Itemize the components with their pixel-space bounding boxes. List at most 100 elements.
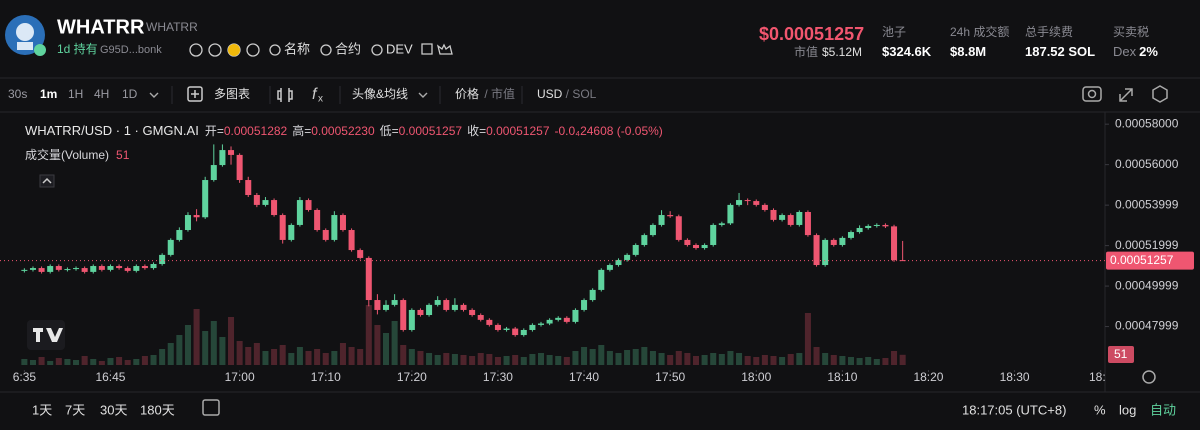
volume-bar bbox=[753, 357, 760, 365]
volume-bar bbox=[503, 356, 510, 365]
range-button[interactable]: 180天 bbox=[140, 402, 175, 417]
volume-bar bbox=[460, 355, 467, 365]
interval-button[interactable]: 4H bbox=[94, 87, 109, 101]
volume-bar bbox=[624, 350, 631, 365]
volume-bar bbox=[589, 349, 596, 365]
plot-area bbox=[21, 144, 906, 365]
candle-body bbox=[107, 266, 114, 270]
volume-bar bbox=[667, 355, 674, 365]
candle-body bbox=[47, 266, 54, 272]
candle-body bbox=[322, 230, 329, 240]
volume-bar bbox=[228, 317, 235, 365]
candle-body bbox=[641, 235, 648, 245]
header-link[interactable]: 名称 bbox=[284, 41, 310, 56]
range-button[interactable]: 1天 bbox=[32, 402, 52, 417]
candle-body bbox=[176, 230, 183, 240]
x-tick-label: 17:20 bbox=[397, 370, 427, 384]
candle-body bbox=[649, 224, 656, 236]
candle-body bbox=[675, 216, 682, 240]
volume-bar bbox=[710, 353, 717, 365]
currency-alt: / SOL bbox=[562, 87, 596, 101]
candle-body bbox=[73, 268, 80, 270]
log-toggle[interactable]: log bbox=[1119, 402, 1136, 417]
chart-settings-icon[interactable] bbox=[1152, 85, 1168, 103]
candle-body bbox=[417, 309, 424, 316]
date-range-icon[interactable] bbox=[202, 399, 220, 416]
add-chart-icon bbox=[191, 90, 199, 98]
candle-body bbox=[753, 201, 760, 205]
volume-bar bbox=[494, 357, 501, 365]
x-tick-label: 17:00 bbox=[225, 370, 255, 384]
market-cap-label: 市值 bbox=[794, 44, 818, 59]
header-link[interactable]: 合约 bbox=[335, 41, 361, 56]
volume-bar bbox=[572, 351, 579, 365]
candle-type-icon[interactable] bbox=[277, 88, 293, 102]
dropdown-icon[interactable] bbox=[418, 92, 428, 98]
volume-bar bbox=[357, 349, 364, 365]
candle-body bbox=[804, 212, 811, 236]
stat-value-text: 2% bbox=[1139, 44, 1158, 59]
price-mode-toggle[interactable]: 价格 / 市值 bbox=[455, 86, 515, 101]
auto-toggle[interactable]: 自动 bbox=[1150, 402, 1176, 417]
candle-body bbox=[228, 150, 235, 155]
candle-body bbox=[624, 254, 631, 260]
social-icon[interactable] bbox=[246, 43, 260, 57]
volume-bar bbox=[873, 359, 880, 365]
currency-toggle[interactable]: USD / SOL bbox=[537, 87, 597, 101]
legend-label: 低= bbox=[380, 124, 399, 138]
interval-button[interactable]: 1H bbox=[68, 87, 83, 101]
share-icon[interactable] bbox=[421, 43, 433, 55]
candle-body bbox=[537, 323, 545, 325]
indicators-button[interactable]: 头像&均线 bbox=[352, 87, 408, 101]
range-button[interactable]: 7天 bbox=[65, 402, 85, 417]
volume-bar bbox=[73, 360, 80, 365]
indicator-icon[interactable]: f bbox=[312, 86, 318, 103]
screenshot-icon[interactable] bbox=[1082, 86, 1102, 102]
fullscreen-icon[interactable] bbox=[1119, 88, 1133, 102]
dropdown-icon[interactable] bbox=[149, 92, 159, 98]
header-link[interactable]: DEV bbox=[386, 41, 413, 56]
token-address[interactable]: G95D...bonk bbox=[100, 44, 162, 56]
candle-body bbox=[116, 266, 123, 269]
x-tick-label: 18:4 bbox=[1089, 370, 1113, 384]
candle-body bbox=[271, 200, 278, 216]
volume-bar bbox=[383, 333, 390, 365]
candle-body bbox=[374, 300, 381, 310]
y-tick-label: 0.00049999 bbox=[1115, 278, 1179, 292]
volume-bar bbox=[21, 359, 28, 365]
compare-button[interactable]: 多图表 bbox=[214, 87, 250, 101]
candle-body bbox=[348, 230, 355, 251]
last-volume-label: 51 bbox=[1114, 347, 1128, 361]
volume-bar bbox=[632, 349, 639, 365]
add-chart-icon[interactable] bbox=[187, 86, 203, 102]
candle-body bbox=[520, 329, 527, 336]
token-name: WHATRR bbox=[146, 20, 198, 34]
social-icon[interactable] bbox=[208, 43, 222, 57]
stat-label: 池子 bbox=[882, 25, 906, 39]
volume-bar bbox=[555, 356, 562, 365]
settings-icon[interactable] bbox=[1142, 370, 1156, 384]
volume-bar bbox=[417, 351, 424, 365]
volume-bar bbox=[322, 353, 329, 365]
range-button[interactable]: 30天 bbox=[100, 402, 127, 417]
volume-bar bbox=[736, 353, 743, 365]
volume-bar bbox=[202, 331, 209, 365]
volume-bar bbox=[64, 359, 71, 365]
interval-button[interactable]: 1D bbox=[122, 87, 138, 101]
volume-bar bbox=[486, 354, 493, 365]
social-icon[interactable] bbox=[189, 43, 203, 57]
candle-body bbox=[856, 227, 863, 233]
favorite-icon[interactable] bbox=[436, 43, 453, 55]
x-tick-label: 18:20 bbox=[913, 370, 943, 384]
collapse-button[interactable] bbox=[39, 174, 55, 188]
interval-button[interactable]: 1m bbox=[40, 87, 57, 101]
x-tick-label: 18:00 bbox=[741, 370, 771, 384]
volume-bar bbox=[38, 357, 45, 365]
volume-bar bbox=[391, 321, 398, 365]
stat-value-text: 187.52 SOL bbox=[1025, 44, 1095, 59]
interval-button[interactable]: 30s bbox=[8, 87, 27, 101]
volume-bar bbox=[90, 359, 97, 365]
candle-body bbox=[477, 315, 484, 320]
candle-body bbox=[555, 317, 562, 320]
percent-toggle[interactable]: % bbox=[1094, 402, 1106, 417]
